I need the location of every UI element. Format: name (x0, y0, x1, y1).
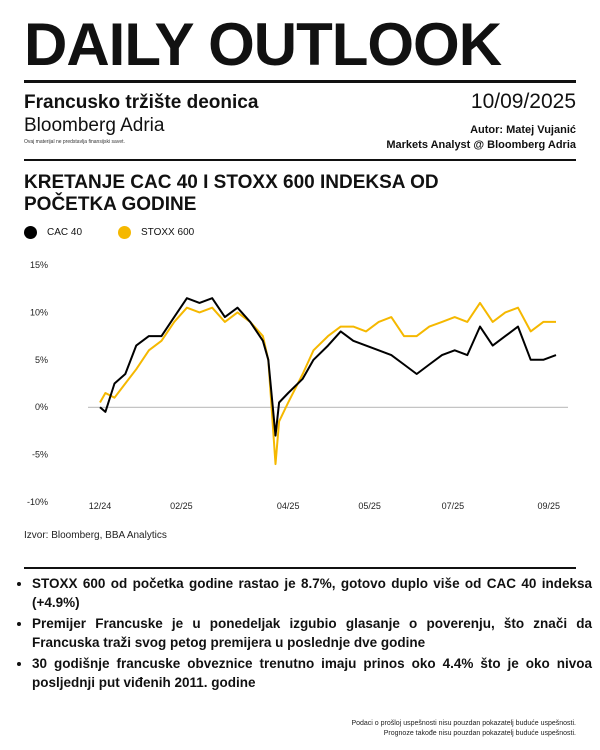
y-tick-label: 0% (35, 402, 48, 412)
y-tick-label: -5% (32, 450, 48, 460)
line-chart: 15% 10% 5% 0% -5% -10% 12/24 02/25 04/25 05/25 07/… (27, 260, 568, 511)
author-role: Markets Analyst @ Bloomberg Adria (386, 139, 576, 151)
x-tick-label: 02/25 (170, 501, 193, 511)
brand-name: Bloomberg Adria (24, 115, 165, 136)
footer-line-2: Prognoze takođe nisu pouzdan pokazatelj … (383, 730, 576, 737)
footer-disclaimer: Podaci o prošloj uspešnosti nisu pouzdan… (351, 719, 576, 739)
report-date: 10/09/2025 (470, 90, 576, 113)
y-tick-label: 10% (30, 307, 48, 317)
key-point: Premijer Francuske je u ponedeljak izgub… (32, 614, 592, 652)
legend-label-cac: CAC 40 (47, 227, 83, 238)
x-tick-label: 09/25 (537, 501, 560, 511)
x-tick-label: 07/25 (442, 501, 465, 511)
legend-swatch-cac (24, 226, 37, 239)
small-disclaimer: Ovaj materijal ne predstavlja finansijsk… (24, 139, 125, 145)
bullets-divider (24, 567, 576, 569)
key-point: 30 godišnje francuske obveznice trenutno… (32, 654, 592, 692)
y-tick-label: 5% (35, 355, 48, 365)
x-tick-label: 04/25 (277, 501, 300, 511)
author-name: Autor: Matej Vujanić (470, 124, 576, 136)
y-tick-label: -10% (27, 497, 48, 507)
main-title: DAILY OUTLOOK (24, 11, 502, 78)
key-point: STOXX 600 od početka godine rastao je 8.… (32, 574, 592, 612)
chart-title: KRETANJE CAC 40 I STOXX 600 INDEKSA OD P… (24, 172, 439, 215)
x-tick-label: 05/25 (358, 501, 381, 511)
chart-legend: CAC 40 STOXX 600 (24, 226, 230, 239)
x-tick-label: 12/24 (89, 501, 112, 511)
header-divider (24, 80, 576, 83)
y-tick-label: 15% (30, 260, 48, 270)
chart-source: Izvor: Bloomberg, BBA Analytics (24, 530, 167, 541)
report-subtitle: Francusko tržište deonica (24, 92, 259, 113)
series-line-stoxx600 (99, 301, 556, 466)
series-line-cac40 (99, 297, 557, 437)
legend-item-cac: CAC 40 (24, 226, 82, 239)
legend-label-stoxx: STOXX 600 (141, 227, 195, 238)
legend-item-stoxx: STOXX 600 (118, 226, 194, 239)
section-divider (24, 159, 576, 161)
legend-swatch-stoxx (118, 226, 132, 239)
key-points-list: STOXX 600 od početka godine rastao je 8.… (18, 574, 592, 694)
footer-line-1: Podaci o prošloj uspešnosti nisu pouzdan… (351, 720, 576, 727)
